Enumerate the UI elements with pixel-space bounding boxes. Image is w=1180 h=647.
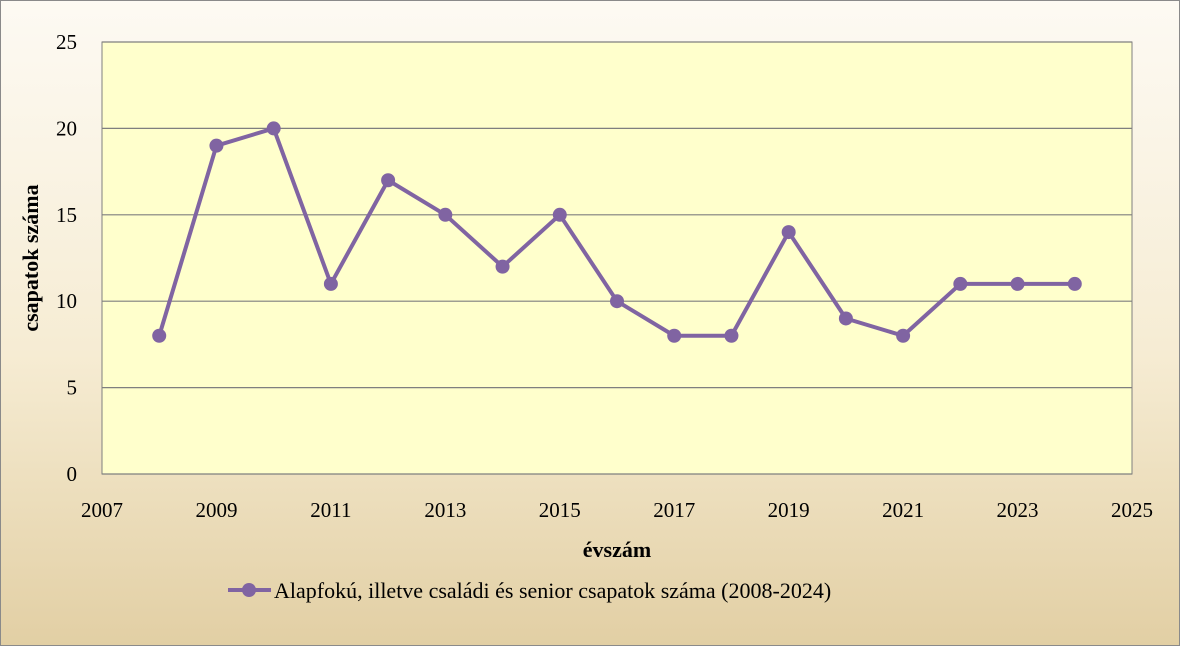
data-point xyxy=(1067,276,1082,291)
x-tick-label: 2009 xyxy=(195,498,237,522)
y-tick-label: 5 xyxy=(67,376,78,400)
x-tick-label: 2013 xyxy=(424,498,466,522)
x-tick-label: 2025 xyxy=(1111,498,1153,522)
x-tick-label: 2021 xyxy=(882,498,924,522)
y-tick-label: 15 xyxy=(56,203,77,227)
plot-area xyxy=(101,41,1133,475)
data-point xyxy=(495,259,510,274)
x-axis-ticks: 2007 2009 2011 2013 2015 2017 2019 2021 2023 2025 xyxy=(81,498,1153,522)
data-point xyxy=(724,328,739,343)
x-axis-title: évszám xyxy=(583,537,651,562)
y-tick-label: 10 xyxy=(56,289,77,313)
x-tick-label: 2017 xyxy=(653,498,695,522)
y-tick-label: 25 xyxy=(56,30,77,54)
data-point xyxy=(667,328,682,343)
legend-label: Alapfokú, illetve családi és senior csap… xyxy=(274,578,831,603)
data-point xyxy=(953,276,968,291)
data-point xyxy=(610,294,624,309)
y-tick-label: 20 xyxy=(56,116,77,140)
x-tick-label: 2023 xyxy=(997,498,1039,522)
legend-point-marker xyxy=(242,583,256,597)
data-point xyxy=(552,207,567,222)
x-tick-label: 2007 xyxy=(81,498,123,522)
data-point xyxy=(896,328,911,343)
x-tick-label: 2011 xyxy=(310,498,351,522)
x-tick-label: 2019 xyxy=(768,498,810,522)
data-point xyxy=(781,225,796,240)
y-axis-ticks: 0 5 10 15 20 25 xyxy=(56,30,77,486)
x-tick-label: 2015 xyxy=(539,498,581,522)
y-axis-title: csapatok száma xyxy=(18,184,43,331)
data-point xyxy=(381,173,396,188)
data-point xyxy=(266,121,281,136)
data-series xyxy=(152,121,1082,343)
data-point xyxy=(1010,276,1025,291)
y-tick-label: 0 xyxy=(67,462,78,486)
data-point xyxy=(152,328,167,343)
data-point xyxy=(323,276,338,291)
data-point xyxy=(438,207,453,222)
data-point xyxy=(209,138,224,153)
data-point xyxy=(838,311,853,326)
legend: Alapfokú, illetve családi és senior csap… xyxy=(228,578,831,603)
